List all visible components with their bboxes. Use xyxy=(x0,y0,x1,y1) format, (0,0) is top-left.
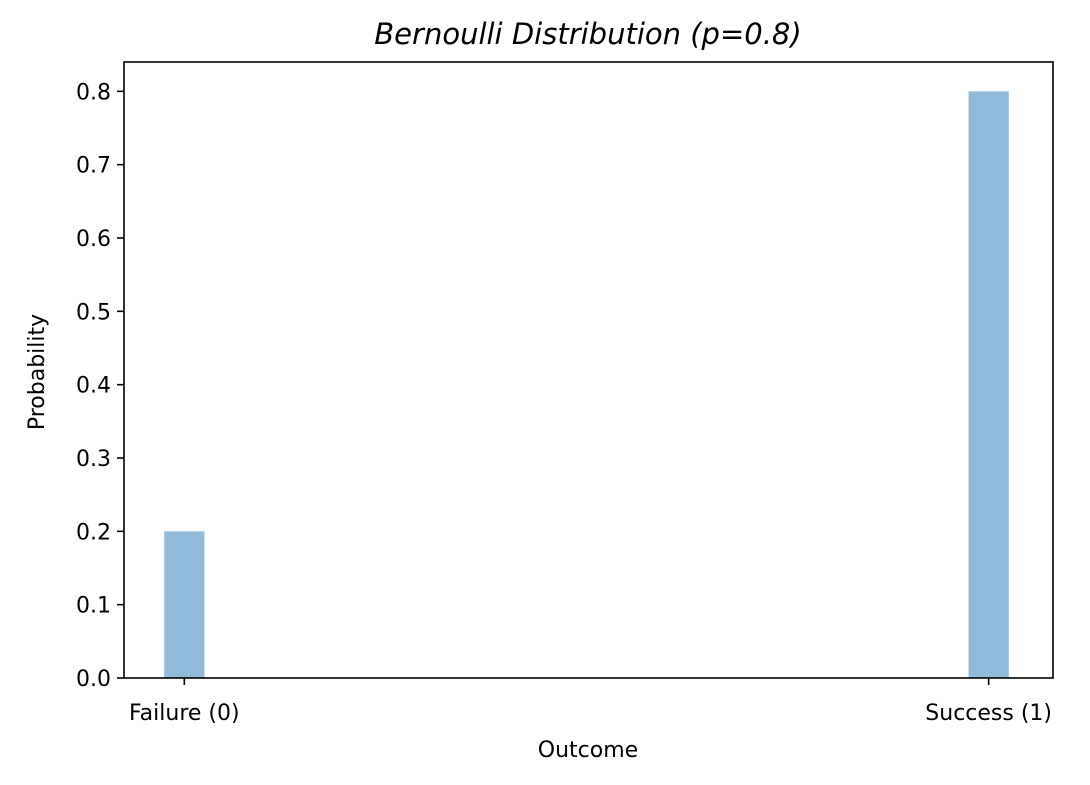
x-axis-label: Outcome xyxy=(538,738,638,763)
y-tick-label: 0.2 xyxy=(76,520,111,545)
bar-1 xyxy=(968,91,1009,679)
y-tick-label: 0.5 xyxy=(76,300,111,325)
y-tick-label: 0.7 xyxy=(76,154,111,179)
y-tick-label: 0.4 xyxy=(76,374,111,399)
chart-title: Bernoulli Distribution (p=0.8) xyxy=(374,17,801,51)
bar-0 xyxy=(164,531,205,678)
x-tick-label: Success (1) xyxy=(925,701,1052,726)
y-tick-label: 0.8 xyxy=(76,80,111,105)
y-tick-label: 0.0 xyxy=(76,667,111,692)
plot-frame xyxy=(123,61,1054,679)
y-tick-label: 0.1 xyxy=(76,594,111,619)
x-tick-label: Failure (0) xyxy=(129,701,240,726)
y-axis: 0.0 0.1 0.2 0.3 0.4 0.5 0.6 0.7 0.8 xyxy=(76,80,124,692)
y-tick-label: 0.3 xyxy=(76,447,111,472)
bars-layer xyxy=(164,91,1009,679)
y-axis-label: Probability xyxy=(25,314,50,430)
x-axis: Failure (0) Success (1) xyxy=(129,678,1052,726)
y-tick-label: 0.6 xyxy=(76,227,111,252)
